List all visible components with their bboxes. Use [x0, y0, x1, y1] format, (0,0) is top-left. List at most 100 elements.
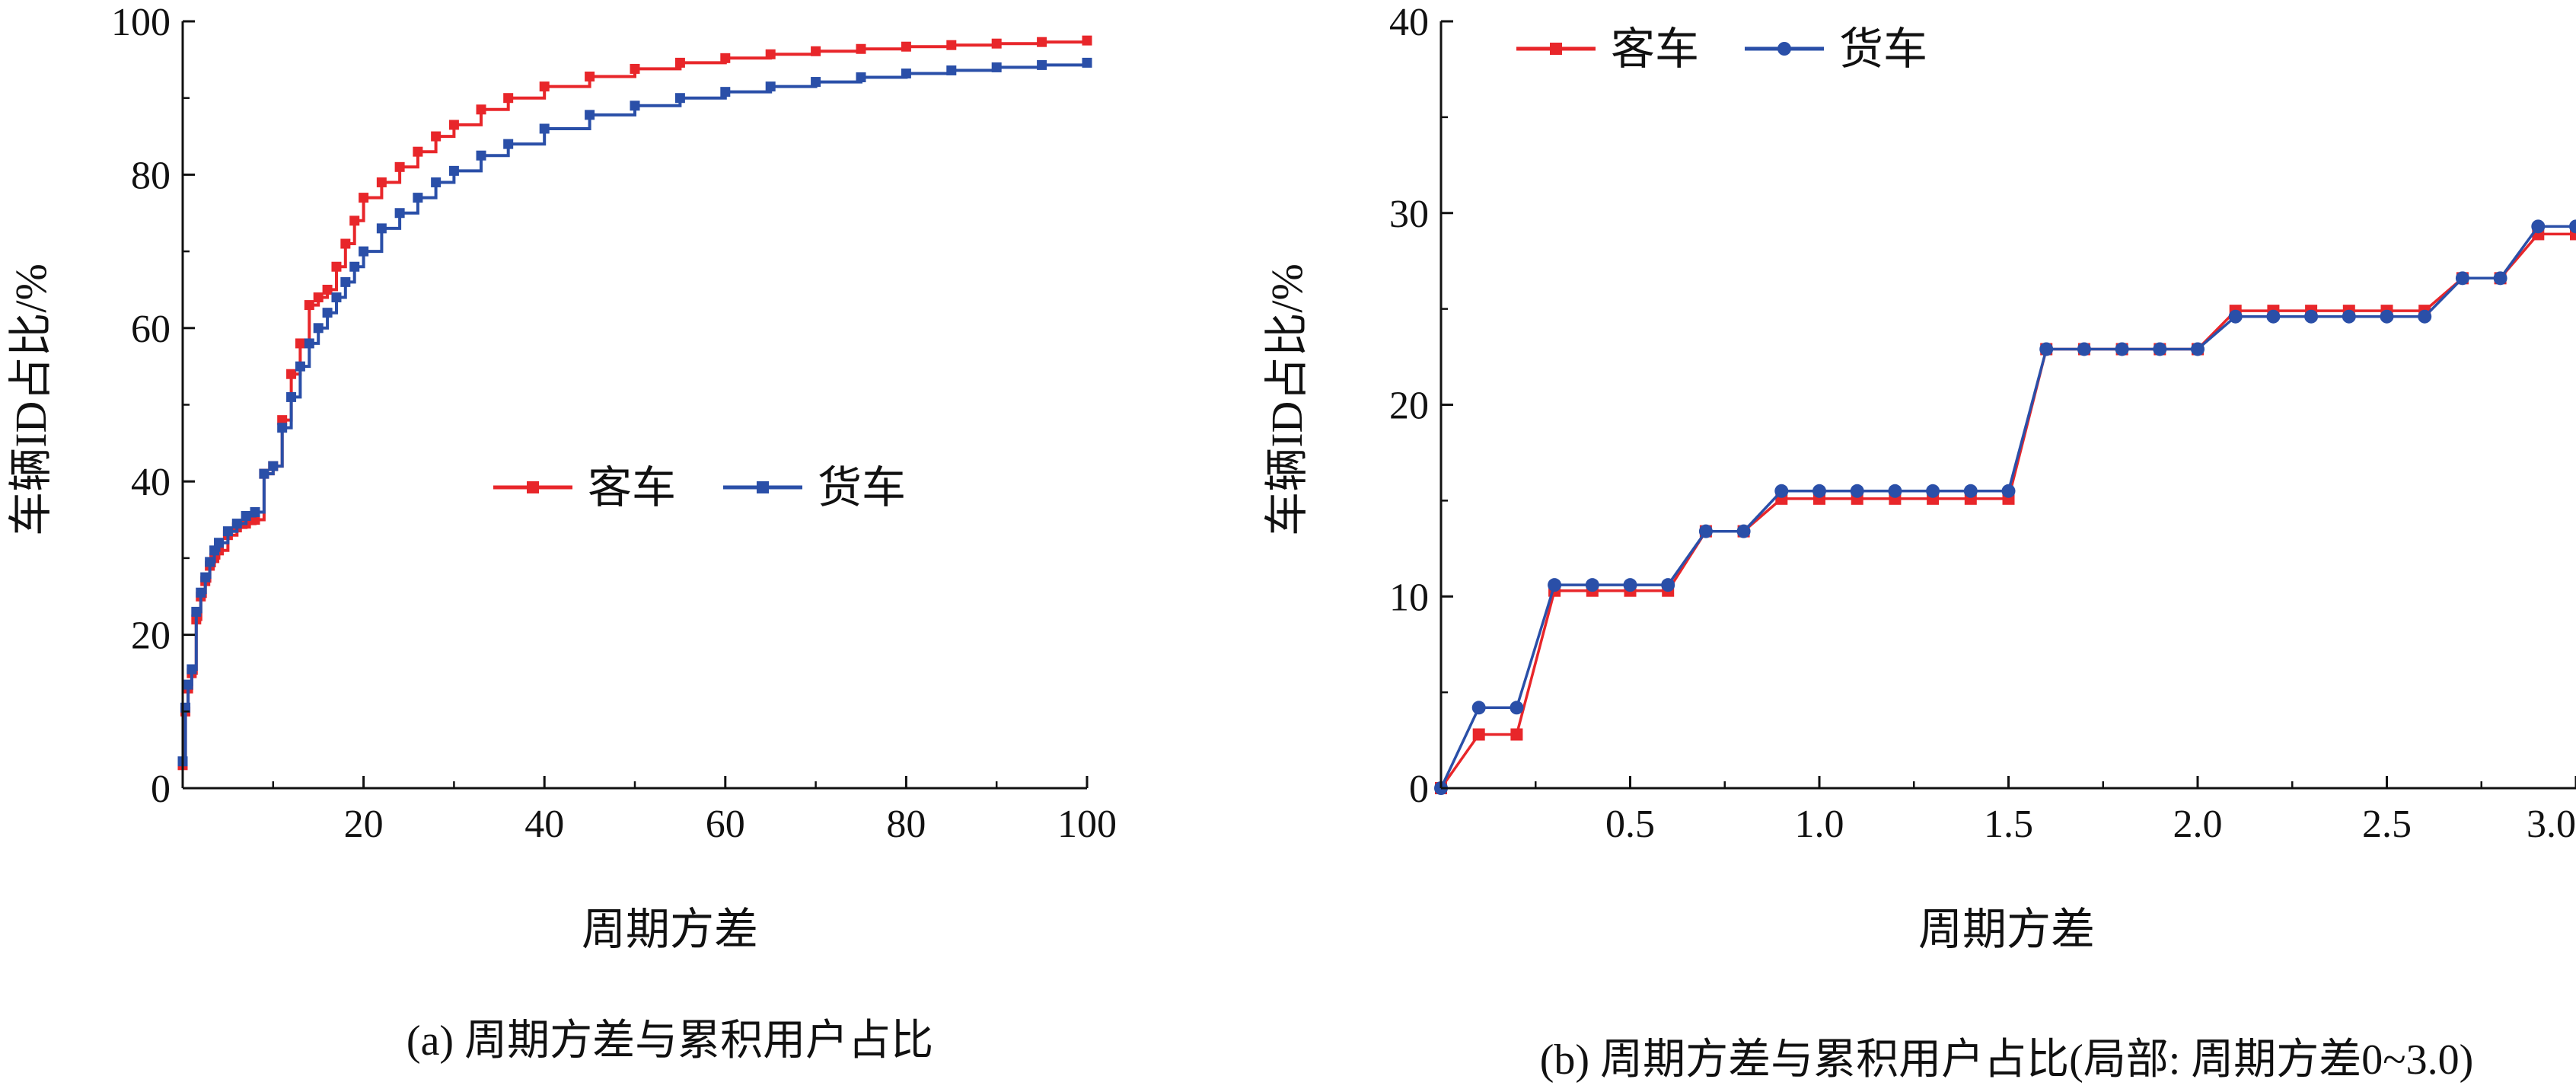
chart-a-truck-point — [856, 72, 866, 83]
chart-a-truck-point — [187, 664, 197, 675]
chart-a-truck-point — [539, 123, 550, 134]
chart-b-passenger-point — [1472, 728, 1485, 741]
chart-b-truck-point — [2569, 219, 2576, 234]
chart-a-passenger-point — [503, 93, 514, 104]
chart-a-truck-point — [196, 587, 206, 598]
chart-a-truck-point — [901, 68, 911, 78]
chart-a-truck-point — [268, 461, 279, 471]
chart-a-caption: (a) 周期方差与累积用户占比 — [406, 1017, 933, 1065]
chart-a-passenger-point — [331, 261, 342, 272]
chart-b-truck-point — [2455, 271, 2469, 286]
chart-b-legend: 客车 货车 — [1516, 24, 1927, 74]
chart-a-truck-point — [674, 93, 685, 104]
chart-a-truck-point — [376, 223, 387, 234]
chart-b-truck-point — [2380, 309, 2394, 324]
chart-a-passenger-point — [413, 146, 423, 157]
chart-a-y-tick-label: 0 — [151, 768, 171, 811]
chart-a-truck-point — [765, 81, 776, 92]
chart-a-passenger-point — [448, 120, 459, 130]
chart-a-passenger-point — [313, 292, 324, 303]
chart-a-x-tick-label: 80 — [886, 803, 926, 846]
chart-b-truck-point — [1510, 701, 1524, 715]
chart-a-truck-point — [222, 526, 233, 537]
chart-a-truck-point — [1037, 59, 1047, 70]
chart-a-x-tick-label: 100 — [1057, 803, 1117, 846]
chart-b-y-axis-label: 车辆ID占比/% — [1262, 263, 1312, 536]
chart-b-truck-point — [2001, 484, 2016, 498]
chart-b-caption: (b) 周期方差与累积用户占比(局部: 周期方差0~3.0) — [1540, 1036, 2473, 1084]
chart-a-truck-point — [231, 519, 242, 529]
chart-a-passenger-point — [295, 338, 305, 349]
chart-b-passenger-point — [1510, 728, 1523, 741]
chart-b-x-tick-label: 2.0 — [2173, 803, 2223, 846]
chart-a-truck-point — [205, 557, 215, 567]
chart-a-truck-point — [349, 261, 360, 272]
legend-b-passenger-label: 客车 — [1611, 24, 1699, 74]
chart-a-truck-point — [331, 292, 342, 303]
chart-a-y-tick-label: 100 — [111, 1, 171, 44]
chart-a-truck-point — [295, 361, 305, 372]
chart-a-truck-point — [394, 208, 405, 219]
chart-a-passenger-point — [304, 300, 314, 311]
chart-b-x-tick-label: 2.5 — [2362, 803, 2412, 846]
chart-a-truck-point — [259, 468, 269, 479]
chart-b-ticks: 0 10 20 30 40 0.5 1.0 1.5 2.0 2.5 3.0 — [1389, 1, 2576, 846]
chart-a-truck-point — [720, 87, 731, 97]
chart-a-passenger-point — [674, 57, 685, 68]
chart-a-legend: 客车 货车 — [493, 463, 906, 512]
chart-b-truck-point — [1661, 578, 1675, 592]
chart-a-passenger-point — [539, 81, 550, 92]
chart-a-truck-point — [503, 139, 514, 149]
chart-a-truck-point — [250, 506, 260, 517]
chart-a-passenger-point — [376, 177, 387, 187]
chart-a-truck-point — [191, 606, 202, 617]
chart-b-x-tick-label: 1.5 — [1984, 803, 2033, 846]
chart-a-y-tick-label: 20 — [131, 615, 171, 658]
chart-a-truck-point — [1082, 57, 1092, 68]
chart-a-x-tick-label: 20 — [344, 803, 384, 846]
chart-a-passenger-point — [765, 49, 776, 59]
chart-b-passenger-point — [2570, 228, 2576, 241]
chart-a-truck-point — [448, 165, 459, 176]
chart-b-truck-point — [2342, 309, 2356, 324]
legend-b-passenger-marker — [1550, 43, 1562, 55]
chart-b-truck-point — [1926, 484, 1940, 498]
chart-a-passenger-point — [349, 216, 360, 226]
chart-a-y-tick-label: 60 — [131, 308, 171, 351]
chart-a-truck-point — [340, 276, 351, 287]
chart-b-y-tick-label: 0 — [1409, 768, 1429, 811]
chart-a-x-tick-label: 60 — [706, 803, 745, 846]
legend-a-passenger-label: 客车 — [588, 463, 676, 512]
chart-b-truck-point — [2266, 309, 2281, 324]
chart-a-truck-point — [476, 150, 486, 161]
chart-a-x-axis-label: 周期方差 — [582, 905, 758, 954]
chart-b-truck-point — [1888, 484, 1902, 498]
chart-b-y-tick-label: 20 — [1389, 385, 1429, 428]
chart-a-truck-point — [322, 308, 333, 318]
chart-a-passenger-point — [720, 53, 731, 63]
chart-a: 0 20 40 60 80 100 20 40 60 80 100 周期方差 车辆ID占比/% 客车… — [6, 1, 1117, 1065]
chart-a-passenger-point — [286, 369, 297, 379]
chart-a-truck-point — [811, 77, 821, 88]
chart-b-truck-point — [1736, 524, 1751, 538]
chart-a-passenger-point — [630, 63, 640, 74]
chart-a-passenger-point — [901, 41, 911, 52]
chart-a-truck-point — [214, 538, 225, 548]
chart-b-truck-point — [2228, 309, 2243, 324]
chart-b-truck-point — [1548, 578, 1562, 592]
chart-a-passenger-point — [1082, 35, 1092, 46]
chart-a-passenger-point — [811, 46, 821, 56]
chart-b: 0 10 20 30 40 0.5 1.0 1.5 2.0 2.5 3.0 周期方差 车辆ID占比/… — [1262, 1, 2576, 1084]
chart-a-x-tick-label: 40 — [524, 803, 564, 846]
chart-a-truck-point — [277, 423, 288, 433]
chart-b-truck-point — [1774, 484, 1789, 498]
chart-a-truck-point — [946, 65, 957, 75]
chart-a-passenger-point — [476, 104, 486, 115]
chart-a-passenger-point — [946, 40, 957, 50]
chart-b-x-tick-label: 3.0 — [2527, 803, 2576, 846]
chart-b-y-tick-label: 30 — [1389, 193, 1429, 236]
chart-a-truck-point — [209, 545, 220, 556]
chart-b-truck-point — [2039, 342, 2054, 356]
